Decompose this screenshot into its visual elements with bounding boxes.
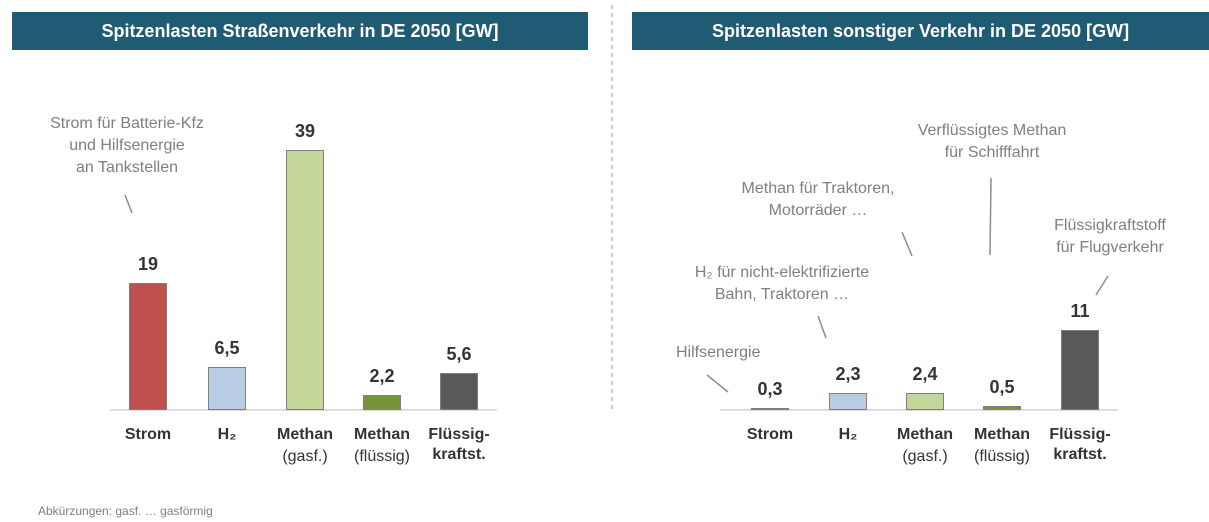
annotation: Flüssigkraftstoff für Flugverkehr <box>1054 217 1166 256</box>
x-tick-label: Methan <box>277 426 333 443</box>
chart-title: Spitzenlasten Straßenverkehr in DE 2050 … <box>12 12 588 50</box>
value-label: 5,6 <box>446 343 472 364</box>
chart-title: Spitzenlasten sonstiger Verkehr in DE 20… <box>632 12 1209 50</box>
value-label: 39 <box>294 121 316 141</box>
footnote: Abkürzungen: gasf. … gasförmig <box>38 504 213 518</box>
x-tick-sublabel: (gasf.) <box>282 448 328 465</box>
value-label: 2,2 <box>369 366 395 387</box>
x-tick-label: Methan <box>897 426 953 443</box>
annotation: Hilfsenergie <box>676 344 761 361</box>
x-tick-label: Methan <box>974 426 1030 443</box>
bar <box>983 406 1021 410</box>
annotation: H₂ für nicht-elektrifizierte Bahn, Trakt… <box>694 264 870 303</box>
bar <box>751 407 789 410</box>
x-tick-sublabel: (flüssig) <box>353 448 410 465</box>
bar <box>286 150 324 410</box>
annotation: Verflüssigtes Methan für Schifffahrt <box>917 122 1067 161</box>
value-label: 6,5 <box>214 337 240 358</box>
bar <box>906 392 944 410</box>
bar <box>829 393 867 410</box>
x-tick-label: Flüssig- kraftst. <box>428 426 490 463</box>
x-tick-label: Flüssig- kraftst. <box>1049 426 1111 463</box>
value-label: 19 <box>137 254 159 275</box>
value-label: 0,3 <box>757 378 783 399</box>
annotation: Strom für Batterie-Kfz und Hilfsenergie … <box>50 115 204 176</box>
value-label: 0,5 <box>989 377 1015 398</box>
value-label: 2,4 <box>912 363 938 384</box>
x-tick-label: H₂ <box>838 426 858 443</box>
x-tick-label: Strom <box>124 426 172 443</box>
value-label: 2,3 <box>835 364 861 385</box>
x-tick-label: Strom <box>746 426 794 443</box>
bar <box>440 372 478 410</box>
bar <box>129 283 167 410</box>
annotation: Methan für Traktoren, Motorräder … <box>741 180 895 219</box>
value-label: 11 <box>1070 301 1090 321</box>
bar <box>208 366 246 410</box>
x-tick-sublabel: (flüssig) <box>973 448 1030 465</box>
x-tick-label: H₂ <box>217 426 237 443</box>
pointers <box>124 177 1109 393</box>
bar <box>363 395 401 410</box>
x-tick-label: Methan <box>354 426 410 443</box>
x-tick-sublabel: (gasf.) <box>902 448 948 465</box>
bar <box>1061 330 1099 410</box>
